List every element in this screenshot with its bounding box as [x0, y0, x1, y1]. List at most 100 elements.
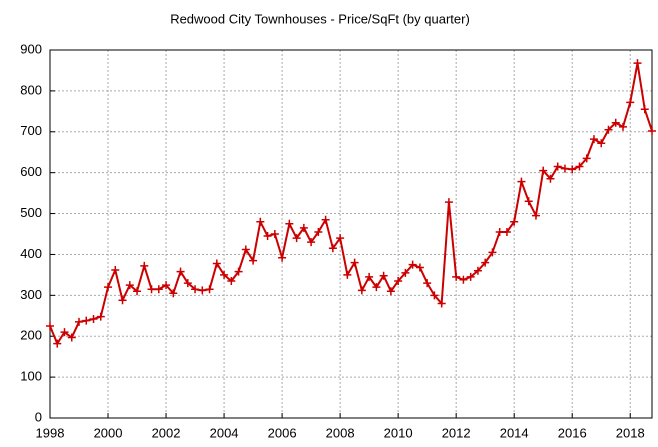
point-marker [626, 98, 635, 107]
point-marker [589, 135, 598, 144]
point-marker [597, 139, 606, 148]
point-marker [604, 125, 613, 134]
x-tick-label: 2012 [442, 425, 471, 440]
point-marker [459, 275, 468, 284]
point-marker [611, 118, 620, 127]
point-marker [495, 227, 504, 236]
point-marker [220, 270, 229, 279]
point-marker [452, 272, 461, 281]
point-marker [212, 259, 221, 268]
point-marker [423, 279, 432, 288]
x-tick-label: 2002 [152, 425, 181, 440]
point-marker [618, 122, 627, 131]
x-tick-label: 2010 [384, 425, 413, 440]
point-marker [365, 272, 374, 281]
point-marker [183, 279, 192, 288]
point-marker [198, 286, 207, 295]
point-marker [473, 266, 482, 275]
point-marker [553, 162, 562, 171]
point-marker [299, 223, 308, 232]
point-marker [394, 277, 403, 286]
x-tick-label: 2006 [268, 425, 297, 440]
point-marker [539, 166, 548, 175]
x-tick-label: 2016 [558, 425, 587, 440]
point-marker [176, 267, 185, 276]
x-tick-label: 2008 [326, 425, 355, 440]
point-marker [241, 245, 250, 254]
series-line [49, 62, 653, 346]
point-marker [517, 177, 526, 186]
point-marker [386, 287, 395, 296]
y-tick-label: 600 [20, 164, 42, 179]
point-marker [82, 316, 91, 325]
point-marker [133, 287, 142, 296]
point-marker [125, 281, 134, 290]
point-marker [372, 283, 381, 292]
y-tick-label: 700 [20, 123, 42, 138]
point-marker [75, 317, 84, 326]
plot-frame [49, 49, 653, 419]
point-marker [568, 165, 577, 174]
chart-title: Redwood City Townhouses - Price/SqFt (by… [170, 11, 470, 26]
point-marker [336, 234, 345, 243]
point-marker [256, 217, 265, 226]
y-tick-label: 0 [35, 409, 42, 424]
point-marker [270, 230, 279, 238]
x-tick-label: 2018 [616, 425, 645, 440]
point-marker [285, 219, 294, 228]
point-marker [147, 285, 156, 294]
point-marker [640, 105, 649, 114]
point-marker [531, 211, 540, 220]
point-marker [379, 271, 388, 280]
point-marker [67, 333, 76, 342]
point-marker [648, 126, 656, 135]
y-tick-label: 400 [20, 246, 42, 261]
point-marker [278, 253, 287, 262]
point-marker [140, 261, 149, 270]
point-marker [118, 296, 127, 305]
point-marker [546, 174, 555, 183]
point-marker [307, 238, 316, 247]
point-marker [227, 277, 236, 286]
point-marker [249, 256, 258, 265]
point-marker [46, 322, 54, 330]
point-marker [104, 283, 113, 292]
x-tick-label: 1998 [36, 425, 65, 440]
point-marker [524, 197, 533, 206]
point-marker [437, 299, 446, 308]
x-tick-label: 2004 [210, 425, 239, 440]
point-marker [111, 265, 120, 274]
y-tick-label: 500 [20, 205, 42, 220]
point-marker [575, 162, 584, 171]
point-marker [633, 59, 642, 68]
point-marker [60, 328, 69, 337]
x-tick-label: 2000 [94, 425, 123, 440]
point-marker [560, 164, 569, 173]
point-marker [408, 260, 417, 269]
point-marker [191, 285, 200, 294]
point-marker [466, 272, 475, 281]
point-marker [502, 227, 511, 236]
point-marker [162, 281, 171, 290]
point-marker [488, 248, 497, 257]
y-tick-label: 100 [20, 369, 42, 384]
point-marker [510, 217, 519, 226]
point-marker [401, 268, 410, 277]
point-marker [234, 267, 243, 276]
point-marker [89, 315, 98, 324]
point-marker [430, 291, 439, 300]
point-marker [321, 215, 330, 224]
point-marker [205, 285, 214, 294]
point-marker [415, 263, 424, 272]
point-marker [96, 312, 105, 321]
point-marker [481, 258, 490, 267]
x-tick-label: 2014 [500, 425, 529, 440]
point-marker [582, 154, 591, 163]
y-tick-label: 800 [20, 82, 42, 97]
point-marker [154, 285, 163, 294]
point-marker [343, 270, 352, 279]
point-marker [328, 244, 337, 253]
point-marker [444, 198, 453, 207]
point-marker [169, 289, 178, 298]
